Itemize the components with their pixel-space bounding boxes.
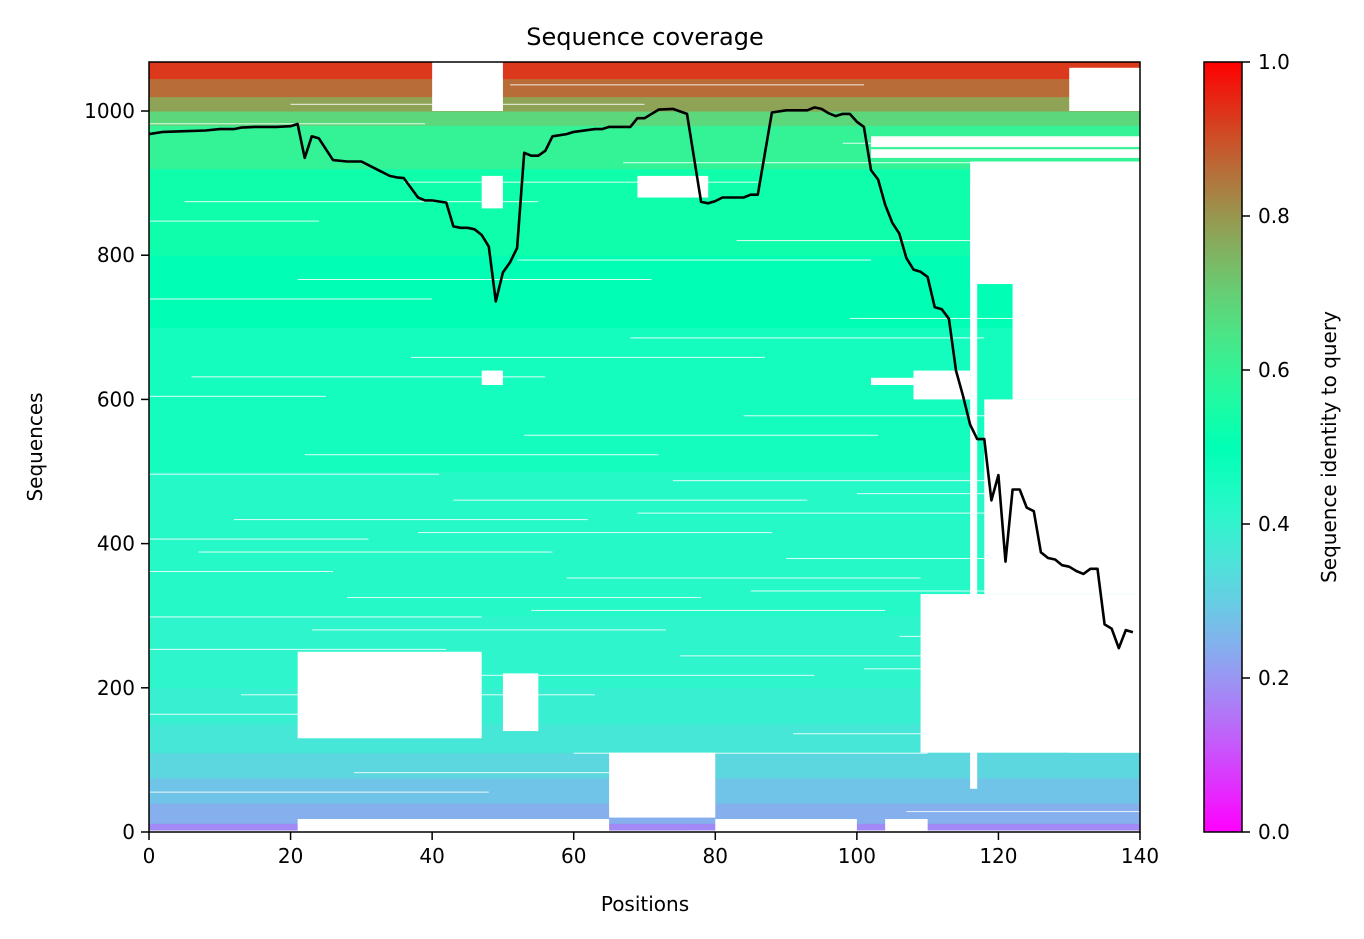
coverage-stripe bbox=[149, 473, 440, 475]
colorbar-tick-label: 0.6 bbox=[1258, 358, 1290, 382]
colorbar-tick-label: 0.2 bbox=[1258, 666, 1290, 690]
x-tick-label: 100 bbox=[838, 844, 876, 868]
coverage-gap bbox=[502, 673, 539, 732]
coverage-stripe bbox=[517, 259, 872, 261]
y-tick-label: 200 bbox=[97, 676, 135, 700]
coverage-stripe bbox=[672, 480, 1027, 482]
colorbar-ticks: 0.0 0.2 0.4 0.6 0.8 1.0 bbox=[1242, 50, 1290, 844]
colorbar-tick-label: 0.4 bbox=[1258, 512, 1290, 536]
coverage-gap bbox=[871, 377, 914, 385]
coverage-stripe bbox=[679, 655, 1034, 657]
coverage-gap bbox=[1069, 615, 1140, 753]
colorbar-tick-label: 0.8 bbox=[1258, 204, 1290, 228]
coverage-gap bbox=[1069, 67, 1140, 112]
coverage-stripe bbox=[403, 181, 758, 183]
coverage-stripe bbox=[184, 201, 539, 203]
x-tick-label: 120 bbox=[979, 844, 1017, 868]
coverage-gaps bbox=[149, 62, 1140, 832]
coverage-stripe bbox=[149, 538, 369, 540]
coverage-stripe bbox=[410, 356, 765, 358]
colorbar bbox=[1203, 61, 1243, 833]
coverage-gap bbox=[481, 175, 503, 209]
coverage-stripe bbox=[460, 674, 815, 676]
coverage-gap bbox=[481, 370, 503, 385]
coverage-stripe bbox=[311, 629, 666, 631]
colorbar-tick-label: 1.0 bbox=[1258, 50, 1290, 74]
x-tick-label: 140 bbox=[1121, 844, 1159, 868]
plot-frame bbox=[148, 61, 1141, 833]
coverage-stripe bbox=[453, 499, 808, 501]
coverage-stripe bbox=[149, 791, 489, 793]
coverage-stripe bbox=[347, 596, 702, 598]
coverage-stripe bbox=[149, 713, 376, 715]
coverage-stripe bbox=[149, 571, 334, 573]
y-axis-label: Sequences bbox=[23, 392, 47, 501]
coverage-gap bbox=[970, 183, 978, 789]
coverage-stripe bbox=[354, 772, 709, 774]
y-tick-label: 1000 bbox=[84, 99, 135, 123]
coverage-gap bbox=[984, 399, 1140, 595]
colorbar-tick-label: 0.0 bbox=[1258, 820, 1290, 844]
coverage-stripe bbox=[149, 123, 426, 125]
plot-area bbox=[149, 62, 1140, 832]
x-tick-label: 80 bbox=[703, 844, 728, 868]
coverage-stripe bbox=[849, 317, 1140, 319]
identity-band bbox=[149, 823, 1140, 832]
coverage-stripe bbox=[531, 609, 886, 611]
chart-title: Sequence coverage bbox=[526, 23, 763, 51]
coverage-stripe bbox=[743, 415, 1098, 417]
x-axis-ticks: 0 20 40 60 80 100 120 140 bbox=[143, 832, 1159, 868]
y-tick-label: 400 bbox=[97, 532, 135, 556]
coverage-stripe bbox=[149, 220, 319, 222]
coverage-gap bbox=[715, 819, 857, 832]
colorbar-label: Sequence identity to query bbox=[1317, 311, 1341, 583]
coverage-stripe bbox=[786, 558, 1140, 560]
coverage-stripe bbox=[149, 616, 482, 618]
coverage-gap bbox=[297, 819, 610, 832]
coverage-stripe bbox=[297, 279, 652, 281]
x-tick-label: 40 bbox=[419, 844, 444, 868]
coverage-gap bbox=[970, 161, 1140, 285]
coverage-gap bbox=[885, 819, 928, 832]
coverage-stripe bbox=[304, 454, 659, 456]
coverage-stripe bbox=[623, 162, 978, 164]
coverage-stripe bbox=[149, 648, 447, 650]
coverage-gap bbox=[609, 752, 716, 818]
x-tick-label: 0 bbox=[143, 844, 156, 868]
coverage-stripe bbox=[906, 811, 1140, 813]
identity-band bbox=[149, 78, 1140, 98]
coverage-stripe bbox=[750, 590, 1105, 592]
coverage-stripe bbox=[417, 532, 772, 534]
x-tick-label: 60 bbox=[561, 844, 586, 868]
coverage-line bbox=[149, 106, 1134, 650]
coverage-stripe bbox=[736, 240, 1091, 242]
coverage-stripe bbox=[233, 519, 588, 521]
coverage-stripe bbox=[573, 752, 928, 754]
coverage-stripe bbox=[191, 376, 546, 378]
coverage-stripe bbox=[524, 434, 879, 436]
coverage-stripe bbox=[566, 577, 921, 579]
coverage-stripe bbox=[149, 395, 326, 397]
coverage-stripe bbox=[198, 551, 553, 553]
x-tick-label: 20 bbox=[278, 844, 303, 868]
coverage-gap bbox=[297, 651, 482, 739]
coverage-gap bbox=[871, 149, 1140, 158]
coverage-gap bbox=[1012, 269, 1140, 400]
coverage-stripe bbox=[510, 84, 864, 86]
y-axis-ticks: 0 200 400 600 800 1000 bbox=[84, 99, 149, 844]
coverage-stripe bbox=[630, 337, 985, 339]
identity-band bbox=[149, 62, 1140, 80]
coverage-stripe bbox=[149, 298, 433, 300]
y-tick-label: 0 bbox=[122, 820, 135, 844]
coverage-gap bbox=[871, 136, 1140, 148]
x-axis-label: Positions bbox=[601, 892, 689, 916]
coverage-gap bbox=[432, 62, 503, 112]
coverage-gap bbox=[637, 175, 709, 198]
coverage-stripe bbox=[637, 512, 992, 514]
y-tick-label: 600 bbox=[97, 387, 135, 411]
y-tick-label: 800 bbox=[97, 243, 135, 267]
